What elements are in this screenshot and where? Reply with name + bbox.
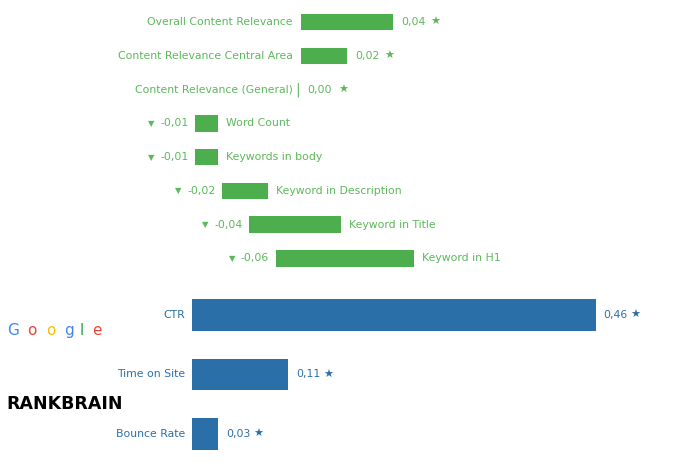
Text: o: o [27, 323, 36, 338]
Text: |: | [295, 82, 299, 97]
Text: 0,00: 0,00 [308, 84, 332, 94]
Text: ★: ★ [338, 84, 348, 94]
Text: ★: ★ [430, 17, 440, 27]
Bar [301, 14, 393, 30]
Text: G: G [7, 323, 19, 338]
Bar [195, 115, 218, 132]
Bar [276, 250, 414, 267]
Text: 0,02: 0,02 [355, 51, 380, 61]
Text: o: o [46, 323, 55, 338]
Text: l: l [80, 323, 84, 338]
Bar [192, 299, 596, 331]
Text: 0,03: 0,03 [226, 429, 250, 439]
Text: -0,01: -0,01 [160, 152, 188, 162]
Text: Content Relevance (General): Content Relevance (General) [135, 84, 293, 94]
Text: ▼: ▼ [229, 254, 236, 263]
Bar [301, 47, 347, 64]
Text: Word Count: Word Count [226, 118, 290, 128]
Text: -0,02: -0,02 [187, 186, 215, 196]
Text: 0,11: 0,11 [296, 369, 321, 380]
Text: CTR: CTR [164, 310, 185, 320]
Text: 0,04: 0,04 [401, 17, 425, 27]
Text: ▼: ▼ [202, 220, 209, 229]
Text: ★: ★ [253, 429, 263, 439]
Bar [192, 358, 288, 391]
Text: -0,01: -0,01 [160, 118, 188, 128]
Text: Keyword in Title: Keyword in Title [349, 219, 435, 229]
Bar [192, 418, 218, 450]
Text: ★: ★ [384, 51, 394, 61]
Text: ★: ★ [323, 369, 333, 380]
Text: Keyword in Description: Keyword in Description [276, 186, 402, 196]
Text: Bounce Rate: Bounce Rate [116, 429, 185, 439]
Text: e: e [92, 323, 102, 338]
Text: ▼: ▼ [148, 153, 155, 162]
Text: -0,06: -0,06 [241, 254, 269, 264]
Bar [195, 149, 218, 165]
Text: -0,04: -0,04 [214, 219, 242, 229]
Text: 0,46: 0,46 [604, 310, 628, 320]
Text: ▼: ▼ [175, 186, 182, 195]
Text: ★: ★ [631, 310, 641, 320]
Text: ▼: ▼ [148, 119, 155, 128]
Text: Keyword in H1: Keyword in H1 [422, 254, 501, 264]
Bar [249, 217, 341, 233]
Text: Content Relevance Central Area: Content Relevance Central Area [118, 51, 293, 61]
Text: Time on Site: Time on Site [117, 369, 185, 380]
Text: Keywords in body: Keywords in body [226, 152, 322, 162]
Text: g: g [64, 323, 73, 338]
Text: RANKBRAIN: RANKBRAIN [7, 395, 123, 413]
Bar [222, 182, 268, 199]
Text: Overall Content Relevance: Overall Content Relevance [147, 17, 293, 27]
